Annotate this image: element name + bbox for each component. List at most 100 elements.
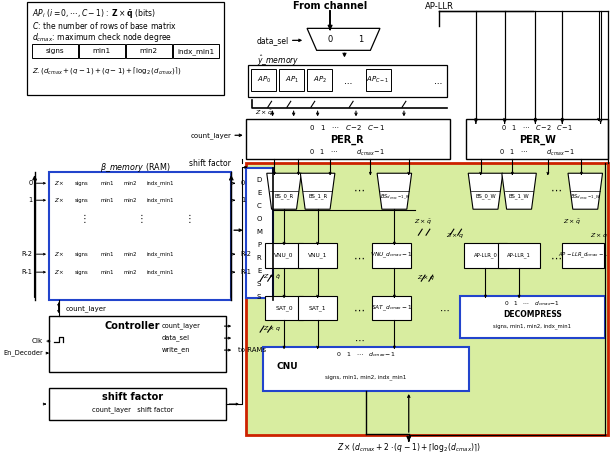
Bar [464, 243, 507, 268]
Text: R: R [256, 255, 261, 261]
Bar [49, 316, 226, 372]
Bar [245, 168, 272, 298]
Text: $BS_{d_{cmax}-1\_R}$: $BS_{d_{cmax}-1\_R}$ [379, 192, 409, 201]
Bar [79, 45, 125, 58]
Text: count_layer: count_layer [161, 323, 200, 330]
Text: min2: min2 [124, 252, 137, 257]
Text: count_layer: count_layer [65, 305, 106, 311]
Bar [173, 45, 219, 58]
Bar [372, 296, 411, 320]
Text: VNU_1: VNU_1 [308, 252, 327, 258]
Text: AP-LLR: AP-LLR [425, 2, 454, 11]
Text: $\cdots$: $\cdots$ [439, 305, 450, 315]
Text: indx_min1: indx_min1 [146, 181, 174, 186]
Bar [466, 119, 608, 159]
Bar [143, 194, 178, 206]
Text: $AP-LLR\_d_{cmax}-1$: $AP-LLR\_d_{cmax}-1$ [558, 250, 609, 260]
Text: min2: min2 [124, 198, 137, 203]
Text: $AP_i\ (i=0,\cdots,C-1):\ \mathbf{Z}\times\bar{\mathbf{q}}\ \mathrm{(bits)}$: $AP_i\ (i=0,\cdots,C-1):\ \mathbf{Z}\tim… [32, 7, 156, 20]
Bar [143, 266, 178, 278]
Text: $Z\times\bar{q}$: $Z\times\bar{q}$ [414, 218, 432, 227]
Bar [27, 2, 224, 95]
Bar [562, 243, 605, 268]
Bar [51, 266, 66, 278]
Text: signs: signs [46, 48, 64, 54]
Text: $0\quad 1\quad\cdots\quad d_{cmax}\!-\!1$: $0\quad 1\quad\cdots\quad d_{cmax}\!-\!1… [504, 299, 560, 308]
Bar [120, 194, 142, 206]
Text: min2: min2 [124, 270, 137, 275]
Text: $\vdots$: $\vdots$ [79, 212, 86, 225]
Text: CNU: CNU [276, 362, 298, 371]
Text: $Z\times q$: $Z\times q$ [590, 231, 608, 240]
Text: min2: min2 [124, 181, 137, 186]
Text: 0: 0 [327, 35, 333, 44]
Text: $\cdots$: $\cdots$ [433, 77, 442, 86]
Text: R-2: R-2 [22, 251, 33, 257]
Text: E: E [257, 268, 261, 274]
Polygon shape [307, 28, 380, 50]
Bar [68, 248, 96, 260]
Text: Clk: Clk [32, 338, 43, 344]
Bar [49, 388, 226, 420]
Text: count_layer   shift factor: count_layer shift factor [92, 407, 173, 413]
Text: $\beta\_memory\ \mathrm{(RAM)}$: $\beta\_memory\ \mathrm{(RAM)}$ [100, 161, 170, 174]
Text: $C$: the number of rows of base matrix: $C$: the number of rows of base matrix [32, 20, 177, 31]
Bar [265, 296, 303, 320]
Text: $\cdots$: $\cdots$ [550, 253, 561, 263]
Text: BS_0_W: BS_0_W [475, 193, 496, 199]
Text: $0\quad 1\quad\cdots\quad d_{cmax}\!-\!1$: $0\quad 1\quad\cdots\quad d_{cmax}\!-\!1… [336, 350, 395, 358]
Bar [143, 177, 178, 189]
Bar [298, 296, 337, 320]
Text: $0\quad 1\quad \cdots\quad C\!-\!2\quad C\!-\!1$: $0\quad 1\quad \cdots\quad C\!-\!2\quad … [501, 123, 573, 132]
Bar [51, 177, 66, 189]
Bar [51, 194, 66, 206]
Bar [307, 69, 332, 91]
Text: 0: 0 [28, 180, 33, 186]
Bar [68, 177, 96, 189]
Text: Controller: Controller [105, 321, 161, 331]
Text: 1: 1 [28, 197, 33, 203]
Text: PER_R: PER_R [330, 135, 364, 145]
Bar [97, 266, 119, 278]
Bar [68, 194, 96, 206]
Text: indx_min1: indx_min1 [146, 269, 174, 275]
Text: SAT_1: SAT_1 [309, 305, 327, 311]
Text: $\vdots$: $\vdots$ [137, 212, 144, 225]
Bar [125, 45, 172, 58]
Text: signs, min1, min2, indx_min1: signs, min1, min2, indx_min1 [325, 374, 406, 380]
Text: E: E [257, 190, 261, 196]
Text: write_en: write_en [161, 347, 190, 354]
Text: min1: min1 [93, 48, 111, 54]
Text: $\cdots$: $\cdots$ [353, 185, 365, 195]
Text: $Z\!\times$: $Z\!\times$ [54, 196, 63, 204]
Text: $\cdots$: $\cdots$ [354, 335, 364, 345]
Text: data_sel: data_sel [256, 36, 289, 45]
Text: VNU_0: VNU_0 [274, 252, 294, 258]
Text: 1: 1 [358, 35, 363, 44]
Text: min1: min1 [101, 198, 114, 203]
Text: signs, min1, min2, indx_min1: signs, min1, min2, indx_min1 [493, 323, 571, 329]
Text: $Z\times q$: $Z\times q$ [446, 231, 464, 240]
Text: R-2: R-2 [241, 251, 252, 257]
Polygon shape [377, 173, 411, 209]
Text: BS_1_W: BS_1_W [509, 193, 530, 199]
Text: signs: signs [75, 198, 89, 203]
Polygon shape [300, 173, 335, 209]
Bar [51, 248, 66, 260]
Text: $0\quad 1\quad \cdots\quad C\!-\!2\quad C\!-\!1$: $0\quad 1\quad \cdots\quad C\!-\!2\quad … [309, 123, 385, 132]
Polygon shape [267, 173, 301, 209]
Text: $d_{cmax}$: maximum check node degree: $d_{cmax}$: maximum check node degree [32, 31, 172, 44]
Text: P: P [257, 242, 261, 248]
Bar [298, 243, 337, 268]
Polygon shape [502, 173, 536, 209]
Text: $AP_2$: $AP_2$ [312, 75, 327, 85]
Polygon shape [568, 173, 603, 209]
Text: $AP_{C-1}$: $AP_{C-1}$ [367, 75, 390, 85]
Text: min1: min1 [101, 252, 114, 257]
Bar [372, 243, 411, 268]
Text: $Z\times q$: $Z\times q$ [417, 272, 435, 282]
Bar [97, 177, 119, 189]
Text: $\cdots$: $\cdots$ [343, 77, 352, 86]
Text: R-1: R-1 [241, 269, 252, 275]
Text: DECOMPRESS: DECOMPRESS [503, 310, 562, 318]
